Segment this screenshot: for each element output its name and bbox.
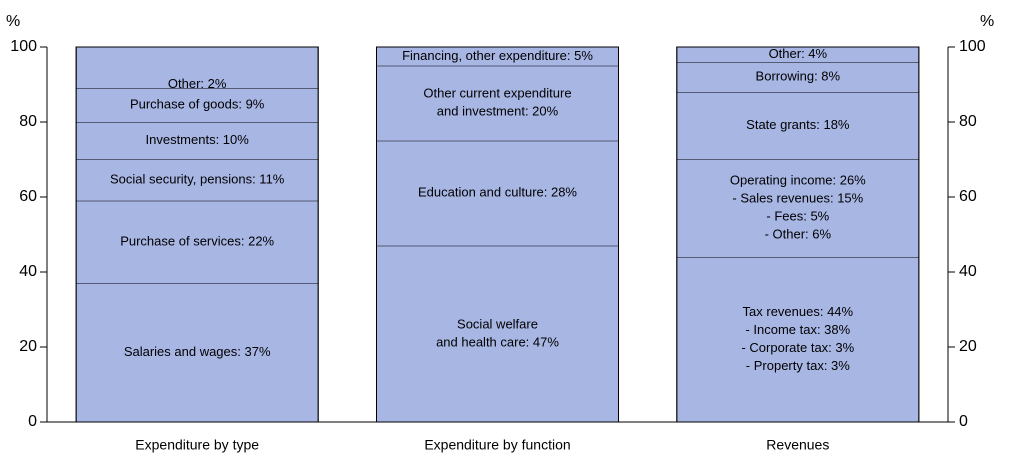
bar-segment <box>677 47 919 62</box>
segment-label: Tax revenues: 44% <box>743 304 854 319</box>
segment-label: Social welfare <box>457 316 538 331</box>
y-tick-label-left: 20 <box>19 338 37 355</box>
segment-label: - Fees: 5% <box>766 209 829 224</box>
x-tick-label: Revenues <box>766 437 829 453</box>
y-tick-label-right: 60 <box>959 188 977 205</box>
y-tick-label-right: 40 <box>959 263 977 280</box>
segment-label: Social security, pensions: 11% <box>110 172 285 187</box>
segment-label: and health care: 47% <box>436 334 559 349</box>
bar-segment <box>76 200 318 284</box>
y-tick-label-left: 60 <box>19 188 37 205</box>
segment-label: - Income tax: 38% <box>745 322 850 337</box>
y-tick-label-right: 0 <box>959 413 968 430</box>
segment-label: Salaries and wages: 37% <box>124 344 271 359</box>
segment-label: - Sales revenues: 15% <box>732 191 863 206</box>
bar-segment <box>76 159 318 201</box>
bar-outline <box>75 46 319 423</box>
y-unit-left: % <box>6 13 20 30</box>
y-tick-label-left: 80 <box>19 113 37 130</box>
segment-label: Education and culture: 28% <box>418 185 577 200</box>
bar-outline <box>376 46 619 423</box>
y-tick-label-right: 100 <box>959 38 986 55</box>
y-tick-label-left: 40 <box>19 263 37 280</box>
bar-segment <box>76 122 318 160</box>
bar-outline <box>676 46 920 423</box>
bar-segment <box>76 283 318 422</box>
segment-label: - Corporate tax: 3% <box>741 340 854 355</box>
segment-label: - Other: 6% <box>765 227 832 242</box>
bar-segment <box>377 47 618 66</box>
segment-label: Purchase of goods: 9% <box>130 97 265 112</box>
y-tick-label-left: 100 <box>10 38 37 55</box>
bar-segment <box>677 257 919 422</box>
segment-label: State grants: 18% <box>746 117 850 132</box>
segment-label: and investment: 20% <box>437 104 559 119</box>
x-tick-label: Expenditure by function <box>424 437 570 453</box>
segment-label: Financing, other expenditure: 5% <box>402 48 593 63</box>
segment-label: Borrowing: 8% <box>756 68 841 83</box>
bar-segment <box>677 92 919 160</box>
y-tick-label-right: 20 <box>959 338 977 355</box>
y-tick-label-left: 0 <box>28 413 37 430</box>
bar-segment <box>377 140 618 246</box>
segment-label: - Property tax: 3% <box>746 358 850 373</box>
bar-segment <box>677 159 919 257</box>
segment-label: Other current expenditure <box>423 86 571 101</box>
bar-segment <box>677 62 919 92</box>
segment-label: Other: 4% <box>769 46 828 61</box>
bar-segment <box>377 245 618 422</box>
y-unit-right: % <box>980 13 994 30</box>
segment-label: Purchase of services: 22% <box>120 233 274 248</box>
bar-segment <box>76 80 318 89</box>
segment-label: Other: 2% <box>168 76 227 91</box>
segment-label: Investments: 10% <box>146 132 250 147</box>
bar-segment <box>377 65 618 141</box>
bar-segment <box>76 88 318 122</box>
segment-label: Operating income: 26% <box>730 173 866 188</box>
x-tick-label: Expenditure by type <box>135 437 259 453</box>
y-tick-label-right: 80 <box>959 113 977 130</box>
